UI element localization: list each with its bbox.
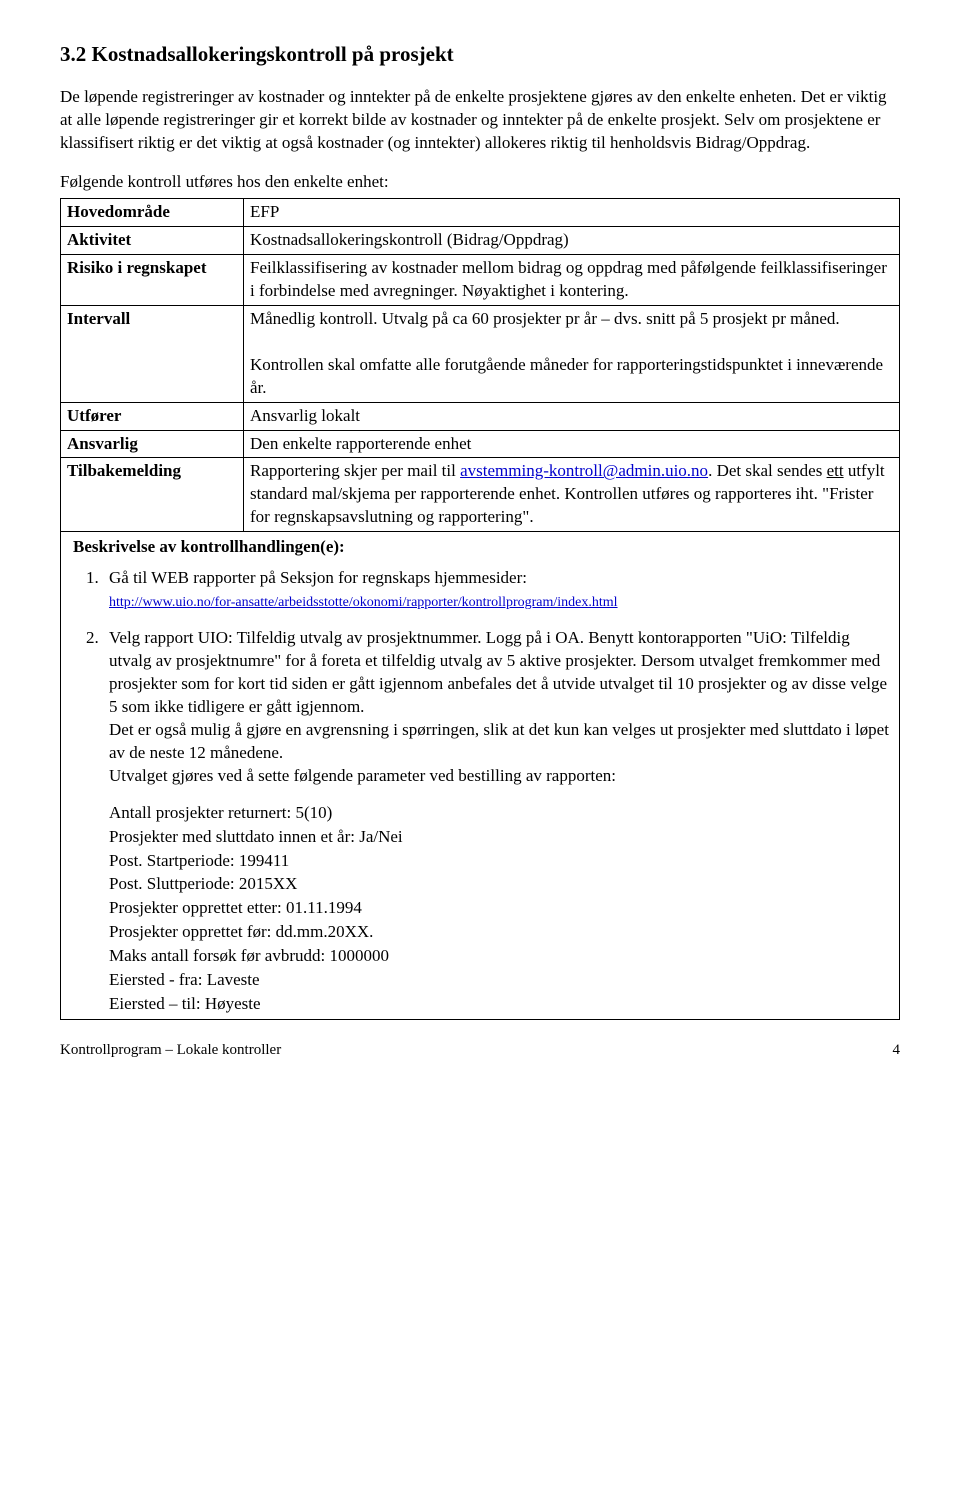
intervall-text-post: Kontrollen skal omfatte alle forutgående… [250, 355, 883, 397]
row-label: Aktivitet [61, 227, 244, 255]
step-2-text2: Det er også mulig å gjøre en avgrensning… [109, 720, 889, 762]
table-row: Ansvarlig Den enkelte rapporterende enhe… [61, 430, 900, 458]
param-line: Antall prosjekter returnert: 5(10) [109, 802, 893, 825]
tilbakemelding-post: . [529, 507, 533, 526]
control-table: Hovedområde EFP Aktivitet Kostnadsalloke… [60, 198, 900, 1020]
description-heading: Beskrivelse av kontrollhandlingen(e): [67, 534, 893, 561]
tilbakemelding-pre: Rapportering skjer per mail til [250, 461, 460, 480]
param-line: Post. Startperiode: 199411 [109, 850, 893, 873]
table-row: Intervall Månedlig kontroll. Utvalg på c… [61, 305, 900, 402]
param-line: Maks antall forsøk før avbrudd: 1000000 [109, 945, 893, 968]
table-row: Aktivitet Kostnadsallokeringskontroll (B… [61, 227, 900, 255]
tilbakemelding-under: ett [827, 461, 844, 480]
param-line: Prosjekter opprettet før: dd.mm.20XX. [109, 921, 893, 944]
row-label: Risiko i regnskapet [61, 254, 244, 305]
parameter-block: Antall prosjekter returnert: 5(10) Prosj… [109, 802, 893, 1016]
row-value: Den enkelte rapporterende enhet [244, 430, 900, 458]
web-report-link[interactable]: http://www.uio.no/for-ansatte/arbeidssto… [109, 595, 618, 610]
row-label: Ansvarlig [61, 430, 244, 458]
footer-page-number: 4 [893, 1040, 901, 1060]
param-line: Eiersted – til: Høyeste [109, 993, 893, 1016]
row-label: Hovedområde [61, 199, 244, 227]
step-1: Gå til WEB rapporter på Seksjon for regn… [103, 567, 893, 613]
row-label: Intervall [61, 305, 244, 402]
email-link[interactable]: avstemming-kontroll@admin.uio.no [460, 461, 708, 480]
steps-list: Gå til WEB rapporter på Seksjon for regn… [67, 567, 893, 787]
table-row-desc: Beskrivelse av kontrollhandlingen(e): Gå… [61, 532, 900, 1020]
intervall-text-pre: Månedlig kontroll. Utvalg på ca 60 prosj… [250, 309, 840, 328]
row-value: EFP [244, 199, 900, 227]
page-footer: Kontrollprogram – Lokale kontroller 4 [60, 1040, 900, 1060]
table-row: Risiko i regnskapet Feilklassifisering a… [61, 254, 900, 305]
table-row: Hovedområde EFP [61, 199, 900, 227]
row-value: Rapportering skjer per mail til avstemmi… [244, 458, 900, 532]
intro-paragraph-2: Følgende kontroll utføres hos den enkelt… [60, 171, 900, 194]
row-value: Feilklassifisering av kostnader mellom b… [244, 254, 900, 305]
step-2-text: Velg rapport UIO: Tilfeldig utvalg av pr… [109, 628, 887, 716]
footer-left: Kontrollprogram – Lokale kontroller [60, 1040, 281, 1060]
row-label: Utfører [61, 402, 244, 430]
table-row: Utfører Ansvarlig lokalt [61, 402, 900, 430]
tilbakemelding-mid: . Det skal sendes [708, 461, 827, 480]
row-value: Månedlig kontroll. Utvalg på ca 60 prosj… [244, 305, 900, 402]
section-heading: 3.2 Kostnadsallokeringskontroll på prosj… [60, 40, 900, 68]
table-row: Tilbakemelding Rapportering skjer per ma… [61, 458, 900, 532]
step-1-text: Gå til WEB rapporter på Seksjon for regn… [109, 568, 527, 587]
param-line: Post. Sluttperiode: 2015XX [109, 873, 893, 896]
row-value: Kostnadsallokeringskontroll (Bidrag/Oppd… [244, 227, 900, 255]
param-line: Prosjekter med sluttdato innen et år: Ja… [109, 826, 893, 849]
row-label: Tilbakemelding [61, 458, 244, 532]
row-value: Ansvarlig lokalt [244, 402, 900, 430]
step-2: Velg rapport UIO: Tilfeldig utvalg av pr… [103, 627, 893, 788]
intro-paragraph-1: De løpende registreringer av kostnader o… [60, 86, 900, 155]
step-2-text3: Utvalget gjøres ved å sette følgende par… [109, 766, 616, 785]
description-cell: Beskrivelse av kontrollhandlingen(e): Gå… [61, 532, 900, 1020]
param-line: Prosjekter opprettet etter: 01.11.1994 [109, 897, 893, 920]
param-line: Eiersted - fra: Laveste [109, 969, 893, 992]
